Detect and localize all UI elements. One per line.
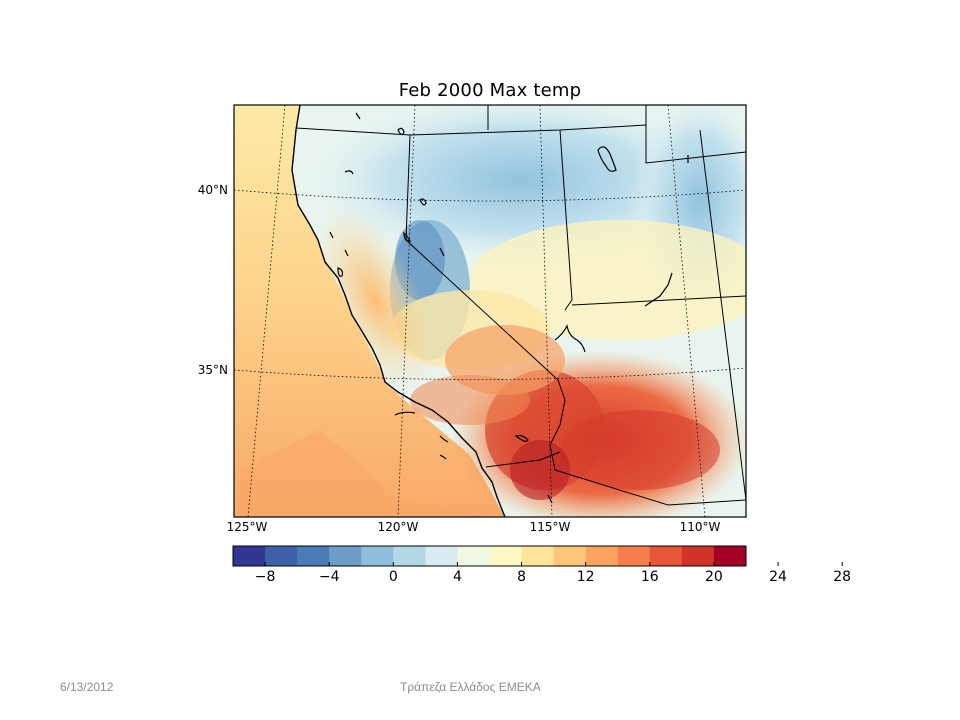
colorbar-tick-label: −4: [318, 569, 340, 585]
colorbar-tick-label: 24: [769, 569, 787, 585]
lon-label-120w: 120°W: [377, 520, 419, 534]
colorbar-segment: [265, 546, 298, 566]
colorbar-segment: [521, 546, 555, 566]
colorbar-segment: [681, 546, 715, 566]
colorbar-segment: [489, 546, 523, 566]
colorbar-segment: [393, 546, 426, 566]
colorbar-frame: [232, 545, 747, 567]
lakes-islands: [329, 112, 689, 504]
lon-label-115w: 115°W: [529, 520, 571, 534]
colorbar-segment: [617, 546, 651, 566]
colorbar-segment: [457, 546, 490, 566]
colorbar-segment: [297, 546, 330, 566]
colorbar-segment: [233, 546, 266, 566]
colorbar-tick-label: −8: [254, 569, 276, 585]
lat-label-35n: 35°N: [197, 363, 228, 377]
colorbar-tick-label: 0: [388, 569, 398, 585]
colorbar-tick-label: 20: [705, 569, 723, 585]
lat-label-40n: 40°N: [197, 183, 228, 197]
colorbar-tick-label: 8: [517, 569, 527, 585]
colorbar-segment: [329, 546, 362, 566]
colorbar-tick-label: 28: [833, 569, 852, 585]
colorbar-tick-label: 16: [640, 569, 659, 585]
map-title: Feb 2000 Max temp: [398, 80, 582, 101]
lon-label-110w: 110°W: [679, 520, 721, 534]
state-borders: [295, 105, 747, 506]
colorbar-segment: [553, 546, 587, 566]
colorbar-segment: [425, 546, 458, 566]
map-field: [234, 105, 746, 517]
colorbar: [232, 545, 843, 567]
graticule: [234, 105, 746, 517]
colorbar-segment: [361, 546, 394, 566]
colorbar-segment: [649, 546, 683, 566]
coastline: [291, 104, 506, 518]
colorbar-segment: [713, 546, 747, 566]
lon-label-125w: 125°W: [226, 520, 268, 534]
footer-organization: Τράπεζα Ελλάδος ΕΜΕΚΑ: [400, 680, 541, 694]
map-frame: [233, 104, 747, 518]
footer-date: 6/13/2012: [60, 680, 114, 694]
colorbar-tick-label: 12: [576, 569, 595, 585]
colorbar-segment: [585, 546, 619, 566]
colorbar-tick-label: 4: [452, 569, 462, 585]
